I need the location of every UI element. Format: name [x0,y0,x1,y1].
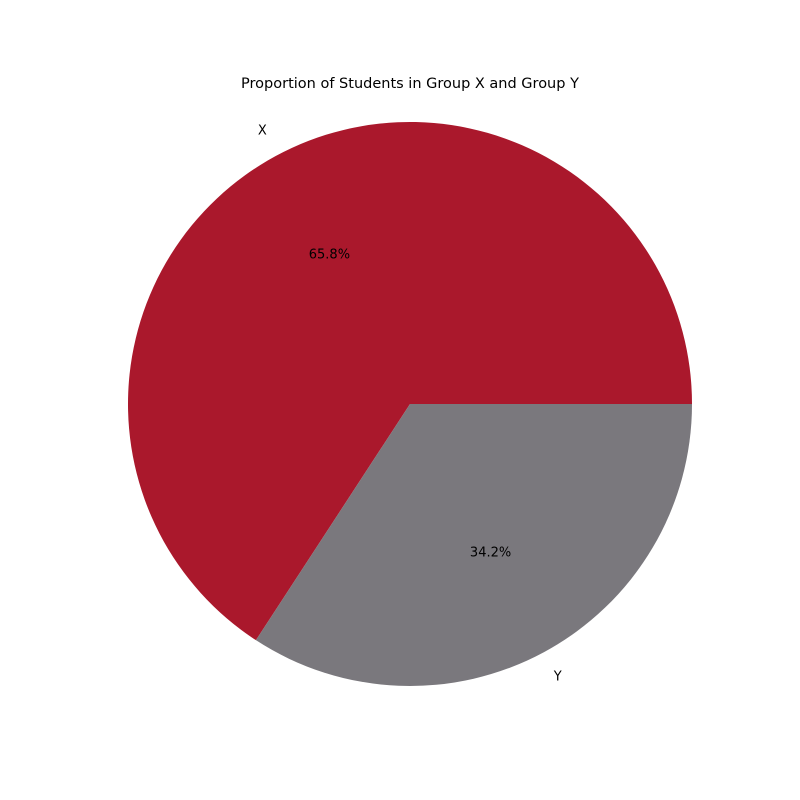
slice-label-x: X [258,124,267,139]
pie-slice-x [127,121,692,641]
slice-percentage-x: 65.8% [309,248,350,263]
chart-title: Proportion of Students in Group X and Gr… [241,76,579,92]
slice-percentage-y: 34.2% [470,545,511,560]
slice-label-y: Y [553,669,562,684]
pie-slice-y [255,404,692,686]
pie-slices [127,121,692,686]
pie-labels: X 65.8% Y 34.2% [258,124,562,685]
